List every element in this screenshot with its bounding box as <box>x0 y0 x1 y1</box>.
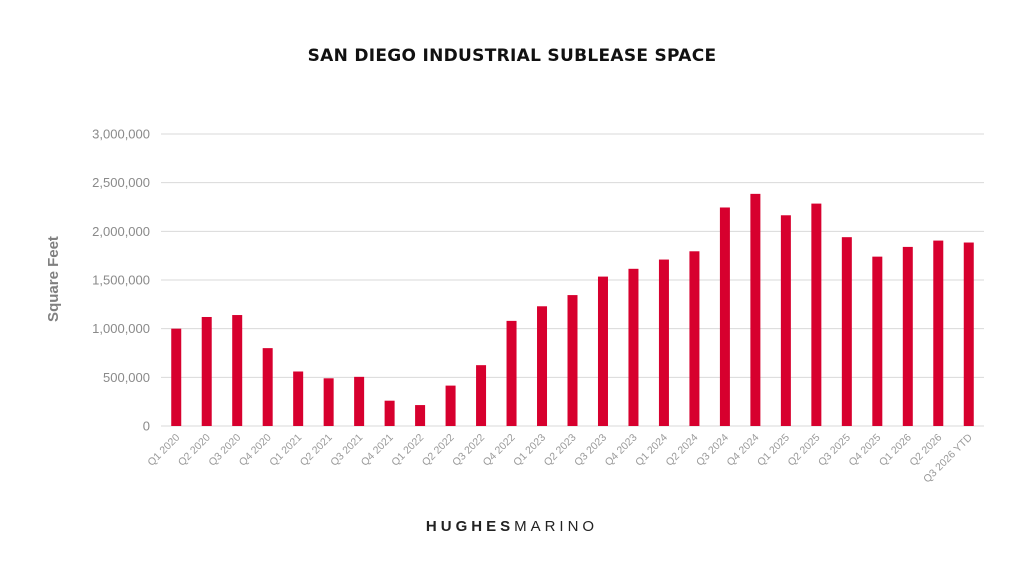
chart-title: SAN DIEGO INDUSTRIAL SUBLEASE SPACE <box>307 46 717 66</box>
x-tick-label: Q2 2020 <box>176 432 213 469</box>
bar <box>323 378 334 426</box>
x-tick-label: Q1 2025 <box>755 432 792 469</box>
x-tick-label: Q4 2024 <box>725 432 762 469</box>
bar <box>902 246 913 426</box>
y-tick-label: 2,000,000 <box>92 224 150 239</box>
x-tick-label: Q2 2024 <box>664 432 701 469</box>
logo-text-light: MARINO <box>514 518 599 535</box>
bar <box>476 365 487 426</box>
x-tick-label: Q1 2026 <box>877 432 914 469</box>
bar <box>933 240 944 426</box>
bar <box>232 315 243 426</box>
x-tick-label: Q3 2020 <box>206 432 243 469</box>
x-tick-label: Q4 2023 <box>603 432 640 469</box>
x-tick-label: Q2 2022 <box>420 432 457 469</box>
x-tick-label: Q1 2023 <box>511 432 548 469</box>
bar <box>506 320 517 426</box>
y-axis-tick-labels: 0 500,000 1,000,000 1,500,000 2,000,000 2,500… <box>92 127 150 434</box>
x-tick-label: Q3 2025 <box>816 432 853 469</box>
bar <box>872 256 883 426</box>
bar <box>963 242 974 426</box>
bar <box>384 400 395 426</box>
x-tick-label: Q4 2020 <box>237 432 274 469</box>
x-tick-label: Q1 2022 <box>389 432 426 469</box>
bar <box>750 193 761 426</box>
y-tick-label: 3,000,000 <box>92 127 150 142</box>
y-tick-label: 1,000,000 <box>92 321 150 336</box>
y-tick-label: 500,000 <box>103 370 150 385</box>
bar <box>537 306 548 426</box>
x-tick-label: Q4 2022 <box>481 432 518 469</box>
bar <box>658 259 669 426</box>
y-tick-label: 0 <box>143 419 150 434</box>
bar <box>719 207 730 426</box>
x-tick-label: Q1 2024 <box>633 432 670 469</box>
bar <box>689 251 700 426</box>
x-tick-label: Q4 2021 <box>359 432 396 469</box>
x-tick-label: Q1 2020 <box>145 432 182 469</box>
y-tick-label: 1,500,000 <box>92 273 150 288</box>
bars <box>171 193 974 426</box>
x-tick-label: Q3 2023 <box>572 432 609 469</box>
bar <box>567 295 578 426</box>
logo-text-bold: HUGHES <box>425 518 515 535</box>
bar <box>780 215 791 426</box>
y-axis-label: Square Feet <box>45 236 62 322</box>
x-tick-label: Q4 2025 <box>846 432 883 469</box>
bar <box>597 276 608 426</box>
bar <box>354 376 365 426</box>
x-tick-label: Q2 2021 <box>298 432 335 469</box>
bar <box>415 405 426 426</box>
x-tick-label: Q2 2023 <box>542 432 579 469</box>
hughes-marino-logo: HUGHESMARINO <box>0 518 1024 535</box>
bar <box>841 237 852 426</box>
bar <box>201 316 212 426</box>
x-tick-label: Q3 2022 <box>450 432 487 469</box>
x-tick-label: Q3 2021 <box>328 432 365 469</box>
bar <box>445 385 456 426</box>
bar <box>628 268 639 426</box>
x-tick-label: Q3 2024 <box>694 432 731 469</box>
x-tick-label: Q2 2025 <box>785 432 822 469</box>
bar <box>262 348 273 426</box>
bar <box>293 371 304 426</box>
bar <box>171 328 182 426</box>
y-tick-label: 2,500,000 <box>92 175 150 190</box>
bar <box>811 203 822 426</box>
x-tick-label: Q1 2021 <box>267 432 304 469</box>
